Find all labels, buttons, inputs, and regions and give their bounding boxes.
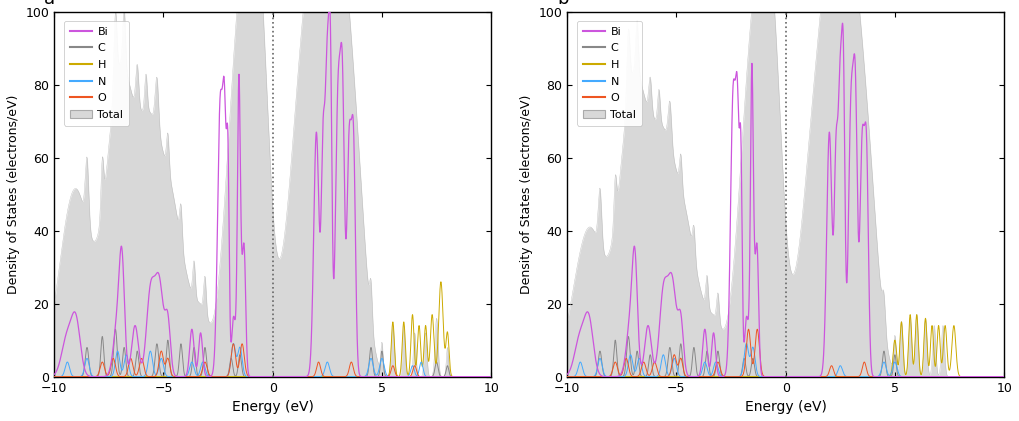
X-axis label: Energy (eV): Energy (eV) xyxy=(231,400,314,414)
Y-axis label: Density of States (electrons/eV): Density of States (electrons/eV) xyxy=(520,95,533,294)
Text: a: a xyxy=(44,0,55,8)
Text: b: b xyxy=(557,0,569,8)
Legend: Bi, C, H, N, O, Total: Bi, C, H, N, O, Total xyxy=(577,21,642,125)
Y-axis label: Density of States (electrons/eV): Density of States (electrons/eV) xyxy=(7,95,20,294)
Legend: Bi, C, H, N, O, Total: Bi, C, H, N, O, Total xyxy=(64,21,129,125)
X-axis label: Energy (eV): Energy (eV) xyxy=(745,400,826,414)
